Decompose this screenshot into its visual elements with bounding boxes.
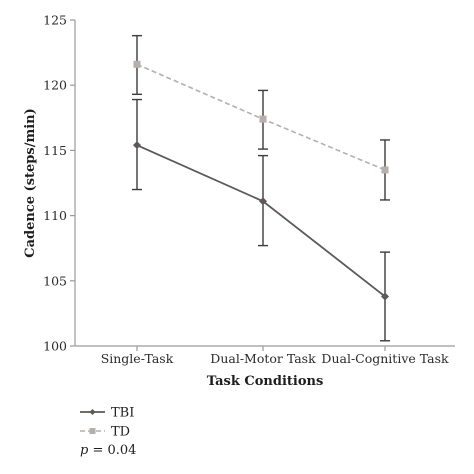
x-tick-label: Single-Task: [101, 351, 174, 366]
data-point: [259, 197, 267, 206]
p-symbol: p: [80, 443, 89, 458]
legend-marker-td: [89, 428, 96, 434]
legend-label-td: TD: [111, 425, 130, 440]
series-line-tbi: [136, 144, 386, 298]
y-ticks: 100 105 110 115 120 125: [43, 13, 75, 354]
x-axis-title: Task Conditions: [207, 374, 324, 389]
legend-marker-tbi: [89, 409, 96, 415]
legend: TBI TD p = 0.04: [80, 406, 136, 458]
data-point: [133, 141, 141, 150]
x-tick-label: Dual-Motor Task: [210, 351, 316, 366]
series-td: [132, 34, 390, 201]
data-point: [259, 115, 267, 123]
data-point: [381, 166, 389, 174]
axes: 100 105 110 115 120 125 Single-Task Dual-Motor…: [43, 13, 455, 366]
x-ticks: Single-Task Dual-Motor Task Dual-Cognitive…: [101, 346, 449, 366]
data-point: [381, 292, 389, 301]
legend-item-tbi: TBI: [80, 406, 134, 421]
y-tick-label: 120: [43, 78, 67, 93]
p-value-annotation: p = 0.04: [80, 443, 136, 458]
p-value-text: = 0.04: [88, 443, 136, 458]
series-layer: [132, 34, 390, 342]
y-axis-title: Cadence (steps/min): [23, 108, 38, 258]
x-tick-label: Dual-Cognitive Task: [321, 351, 449, 366]
y-tick-label: 110: [43, 208, 67, 223]
y-tick-label: 105: [43, 273, 67, 288]
series-tbi: [132, 98, 390, 342]
data-point: [133, 60, 141, 68]
y-tick-label: 125: [43, 13, 67, 28]
legend-item-td: TD: [80, 425, 130, 440]
y-tick-label: 115: [43, 143, 67, 158]
y-tick-label: 100: [43, 339, 67, 354]
legend-label-tbi: TBI: [111, 406, 134, 421]
